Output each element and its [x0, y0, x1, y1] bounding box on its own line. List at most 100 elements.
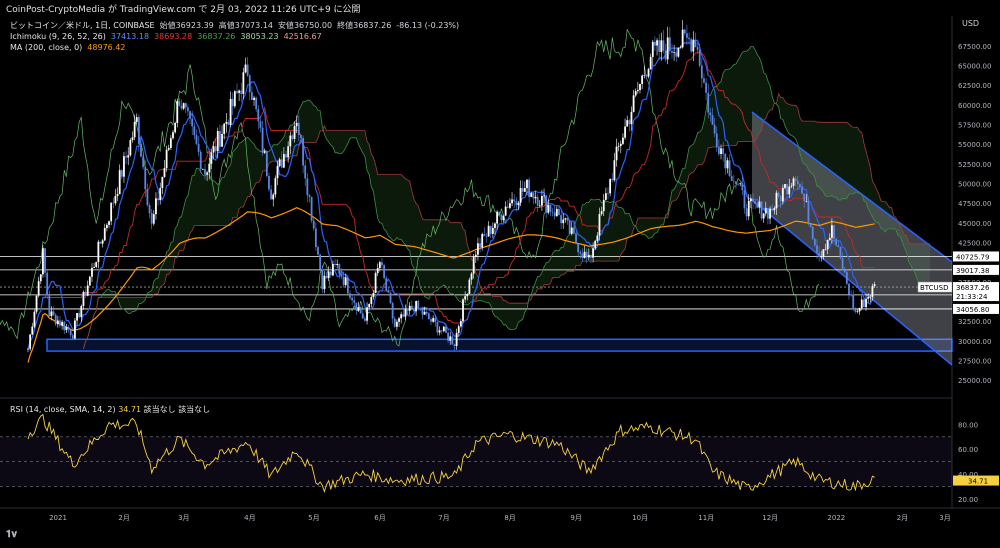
- candle-body: [408, 305, 411, 311]
- price-level-label: 34056.80: [956, 306, 989, 314]
- candle-body: [871, 285, 874, 297]
- candle-body: [517, 202, 520, 206]
- candle-body: [711, 115, 714, 125]
- candle-body: [788, 186, 791, 195]
- candle-body: [745, 208, 748, 217]
- time-axis: 2021 2月 3月 4月 5月 6月 7月 8月 9月 10月 11月 12月 2022 2月 3月: [49, 514, 951, 522]
- candle-body: [579, 252, 582, 254]
- candle-body: [268, 175, 270, 190]
- indicator-lines: [0, 28, 931, 363]
- price-tick-label: 30000.00: [958, 338, 991, 346]
- price-tick-label: 42500.00: [958, 240, 991, 248]
- candle-body: [743, 190, 746, 209]
- candle-body: [285, 154, 287, 158]
- rsi-pane: [0, 413, 952, 493]
- candle-body: [675, 52, 678, 57]
- low-value: 36750.00: [293, 21, 333, 30]
- candle-body: [118, 170, 121, 195]
- candle-body: [182, 103, 185, 109]
- candle-body: [468, 279, 471, 294]
- candle-body: [383, 265, 386, 278]
- candle-body: [346, 277, 349, 294]
- candle-body: [590, 254, 592, 258]
- candle-body: [564, 218, 567, 220]
- candle-body: [42, 248, 44, 275]
- candle-body: [312, 220, 315, 229]
- candle-body: [707, 92, 710, 113]
- candle-body: [368, 303, 371, 308]
- candle-body: [349, 293, 351, 298]
- candle-body: [31, 326, 34, 335]
- candle-body: [434, 318, 437, 323]
- candle-body: [423, 311, 426, 315]
- candle-body: [560, 215, 562, 224]
- rsi-legend: RSI (14, close, SMA, 14, 2) 34.71 該当なし 該…: [10, 404, 210, 415]
- candle-body: [46, 272, 49, 295]
- candle-body: [547, 205, 550, 213]
- candle-body: [553, 212, 556, 217]
- support-zone: [46, 338, 953, 352]
- candle-body: [792, 178, 795, 186]
- ma-value: 48976.42: [87, 43, 126, 52]
- candle-body: [481, 234, 484, 248]
- candle-body: [739, 183, 742, 185]
- candle-body: [402, 314, 405, 317]
- ichimoku-value-4: 42516.67: [283, 32, 322, 41]
- candle-body: [364, 318, 366, 321]
- rsi-line: [27, 413, 875, 493]
- candle-body: [135, 117, 138, 122]
- price-axis-currency: USD: [962, 19, 979, 28]
- price-tick-label: 52500.00: [958, 161, 991, 169]
- candle-body: [125, 156, 127, 158]
- time-tick-label: 3月: [939, 514, 950, 522]
- candle-body: [159, 188, 162, 201]
- candle-body: [873, 284, 876, 286]
- candle-body: [108, 221, 110, 225]
- candle-body: [600, 211, 603, 215]
- time-tick-label: 10月: [632, 514, 648, 522]
- candle-body: [455, 332, 458, 346]
- candle-body: [628, 120, 631, 125]
- rsi-tick-label: 60.00: [958, 446, 978, 454]
- candle-body: [679, 47, 682, 48]
- candle-body: [630, 111, 633, 125]
- candle-body: [52, 311, 55, 315]
- candle-body: [112, 202, 115, 204]
- candle-body: [562, 219, 565, 224]
- candle-body: [549, 205, 552, 212]
- price-tick-label: 62500.00: [958, 82, 991, 90]
- candle-body: [511, 199, 513, 204]
- candle-body: [391, 303, 394, 319]
- candle-body: [263, 151, 266, 153]
- candle-body: [425, 311, 428, 314]
- time-tick-label: 9月: [570, 514, 581, 522]
- candle-body: [775, 192, 778, 209]
- candle-body: [304, 165, 307, 179]
- rsi-value: 34.71: [118, 405, 142, 414]
- candle-body: [837, 245, 840, 247]
- candle-body: [214, 146, 217, 152]
- candle-body: [255, 97, 258, 110]
- candle-body: [142, 156, 145, 168]
- candle-body: [477, 243, 479, 255]
- candle-body: [570, 227, 573, 234]
- candle-body: [131, 137, 134, 141]
- candle-body: [820, 256, 823, 258]
- rsi-axis: 80.00 60.00 40.00 20.00 34.71: [953, 421, 999, 504]
- candle-body: [361, 313, 364, 319]
- tradingview-logo-icon: 𝟏𝐯: [6, 529, 17, 540]
- candle-body: [223, 123, 226, 134]
- current-price-tag: [953, 282, 999, 302]
- candle-body: [387, 290, 390, 293]
- candle-body: [251, 92, 253, 100]
- candle-body: [841, 258, 844, 271]
- candle-body: [91, 267, 93, 277]
- price-tick-label: 32500.00: [958, 318, 991, 326]
- candle-body: [133, 121, 136, 138]
- candle-body: [683, 29, 686, 34]
- candle-body: [568, 220, 571, 234]
- candle-body: [206, 172, 209, 175]
- candle-body: [705, 82, 707, 93]
- price-tick-label: 67500.00: [958, 43, 991, 51]
